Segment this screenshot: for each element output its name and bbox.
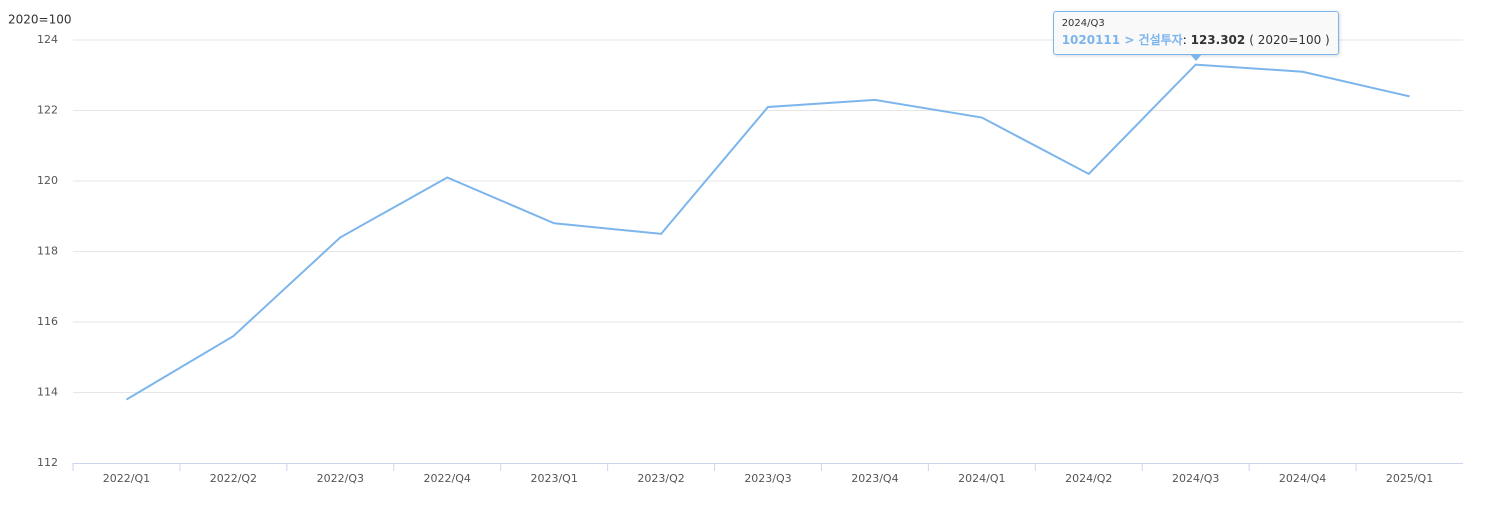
y-tick-label: 118 bbox=[37, 245, 58, 258]
x-tick-label: 2022/Q3 bbox=[317, 472, 364, 485]
y-axis-unit: 2020=100 bbox=[8, 13, 72, 27]
y-tick-label: 112 bbox=[37, 456, 58, 469]
x-tick-label: 2022/Q2 bbox=[210, 472, 257, 485]
x-tick-label: 2024/Q1 bbox=[958, 472, 1005, 485]
x-tick-label: 2022/Q4 bbox=[424, 472, 471, 485]
x-tick-label: 2022/Q1 bbox=[103, 472, 150, 485]
x-tick-label: 2025/Q1 bbox=[1386, 472, 1433, 485]
y-tick-label: 122 bbox=[37, 104, 58, 117]
tooltip: 2024/Q3 1020111 > 건설투자: 123.302( 2020=10… bbox=[1052, 10, 1339, 61]
tooltip-series: 1020111 > 건설투자 bbox=[1061, 32, 1183, 47]
x-tick-label: 2024/Q2 bbox=[1065, 472, 1112, 485]
line-series bbox=[125, 63, 1410, 401]
x-tick-label: 2024/Q3 bbox=[1172, 472, 1219, 485]
y-tick-label: 120 bbox=[37, 174, 58, 187]
y-tick-label: 116 bbox=[37, 315, 58, 328]
y-tick-label: 114 bbox=[37, 386, 58, 399]
tooltip-value: 123.302 bbox=[1190, 32, 1246, 47]
y-tick-label: 124 bbox=[37, 33, 58, 46]
tooltip-row: 1020111 > 건설투자: 123.302( 2020=100 ) bbox=[1062, 31, 1330, 48]
x-tick-label: 2023/Q3 bbox=[744, 472, 791, 485]
x-tick-label: 2023/Q1 bbox=[530, 472, 577, 485]
tooltip-category: 2024/Q3 bbox=[1061, 17, 1105, 29]
x-tick-label: 2023/Q2 bbox=[637, 472, 684, 485]
x-tick-label: 2024/Q4 bbox=[1279, 472, 1326, 485]
x-tick-label: 2023/Q4 bbox=[851, 472, 898, 485]
tooltip-arrow bbox=[1189, 53, 1202, 61]
tooltip-separator: : bbox=[1182, 32, 1187, 47]
tooltip-unit: ( 2020=100 ) bbox=[1249, 32, 1330, 47]
